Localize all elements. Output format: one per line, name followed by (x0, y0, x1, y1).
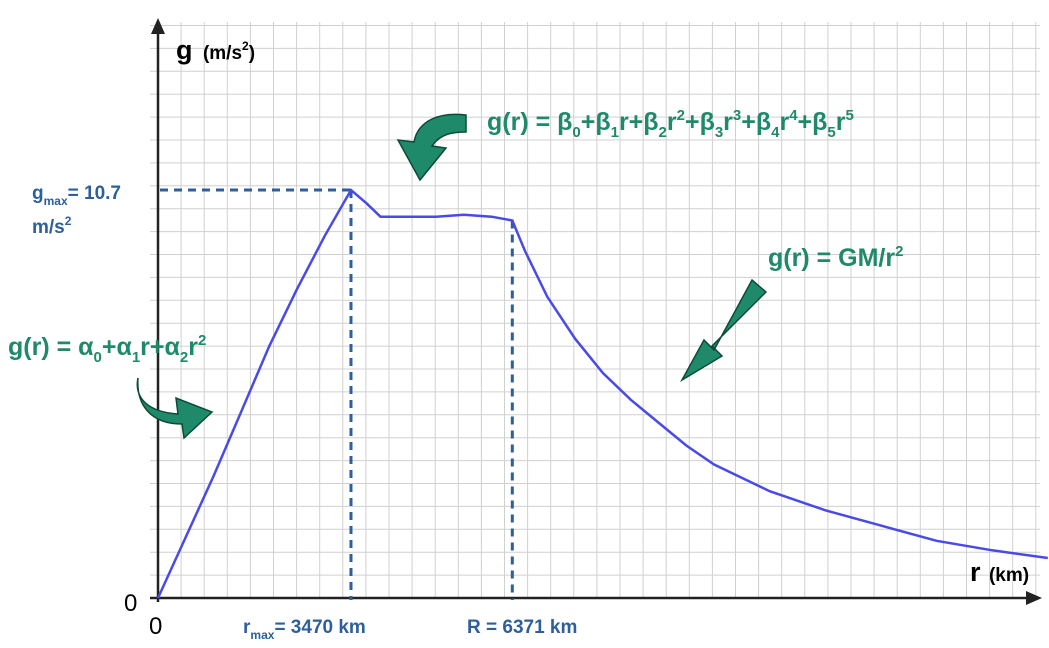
formula-outside-label: g(r) = GM/r2 (768, 243, 903, 272)
formula-part: g(r) = GM/r (768, 244, 895, 272)
formula-part: 2 (677, 107, 685, 124)
y-axis-arrowhead (151, 18, 165, 34)
origin-x-label: 0 (149, 613, 162, 640)
formula-part: 5 (845, 107, 853, 124)
formula-part: 4 (789, 107, 798, 124)
formula-part: +β (581, 108, 611, 136)
formula-part: +α (102, 333, 133, 361)
formula-part: 3 (733, 107, 741, 124)
formula-mantle-label: g(r) = β0+β1r+β2r2+β3r3+β4r4+β5r5 (487, 107, 854, 141)
formula-part: r (836, 108, 846, 136)
straight-arrow-icon (680, 278, 768, 383)
formula-part: g(r) = β (487, 108, 572, 136)
formula-part: 0 (94, 349, 102, 366)
formula-part: +β (741, 108, 771, 136)
formula-part: r+β (619, 108, 659, 136)
formula-part: r (723, 108, 733, 136)
formula-part: 4 (771, 124, 780, 141)
formula-part: 2 (659, 124, 667, 141)
formula-part: 2 (198, 332, 206, 349)
formula-part: +β (798, 108, 828, 136)
y-axis-label: g (m/s2) (176, 35, 255, 65)
formula-part: 5 (827, 124, 835, 141)
formula-inner-core-label: g(r) = α0+α1r+α2r2 (8, 332, 206, 366)
formula-part: 3 (715, 124, 723, 141)
gmax-label: gmax= 10.7 (32, 183, 121, 208)
earth-radius-label: R = 6371 km (467, 617, 577, 638)
origin-y-label: 0 (124, 590, 137, 617)
formula-part: g(r) = α (8, 333, 94, 361)
formula-part: +β (685, 108, 715, 136)
gmax-unit-label: m/s2 (32, 214, 72, 238)
rmax-label: rmax= 3470 km (243, 617, 366, 642)
x-axis-arrowhead (1026, 591, 1042, 605)
formula-part: 0 (572, 124, 580, 141)
formula-part: 1 (611, 124, 619, 141)
formula-part: r (779, 108, 789, 136)
gravity-curve (156, 188, 1048, 599)
curved-arrow-icon (136, 377, 214, 440)
formula-part: 2 (895, 243, 903, 260)
grid (150, 22, 1040, 599)
curved-arrow-icon (396, 113, 467, 182)
formula-part: r (667, 108, 677, 136)
formula-part: r+α (140, 333, 180, 361)
formula-part: 2 (180, 349, 188, 366)
x-axis-label: r (km) (970, 557, 1029, 587)
formula-part: r (188, 333, 198, 361)
formula-part: 1 (132, 349, 140, 366)
